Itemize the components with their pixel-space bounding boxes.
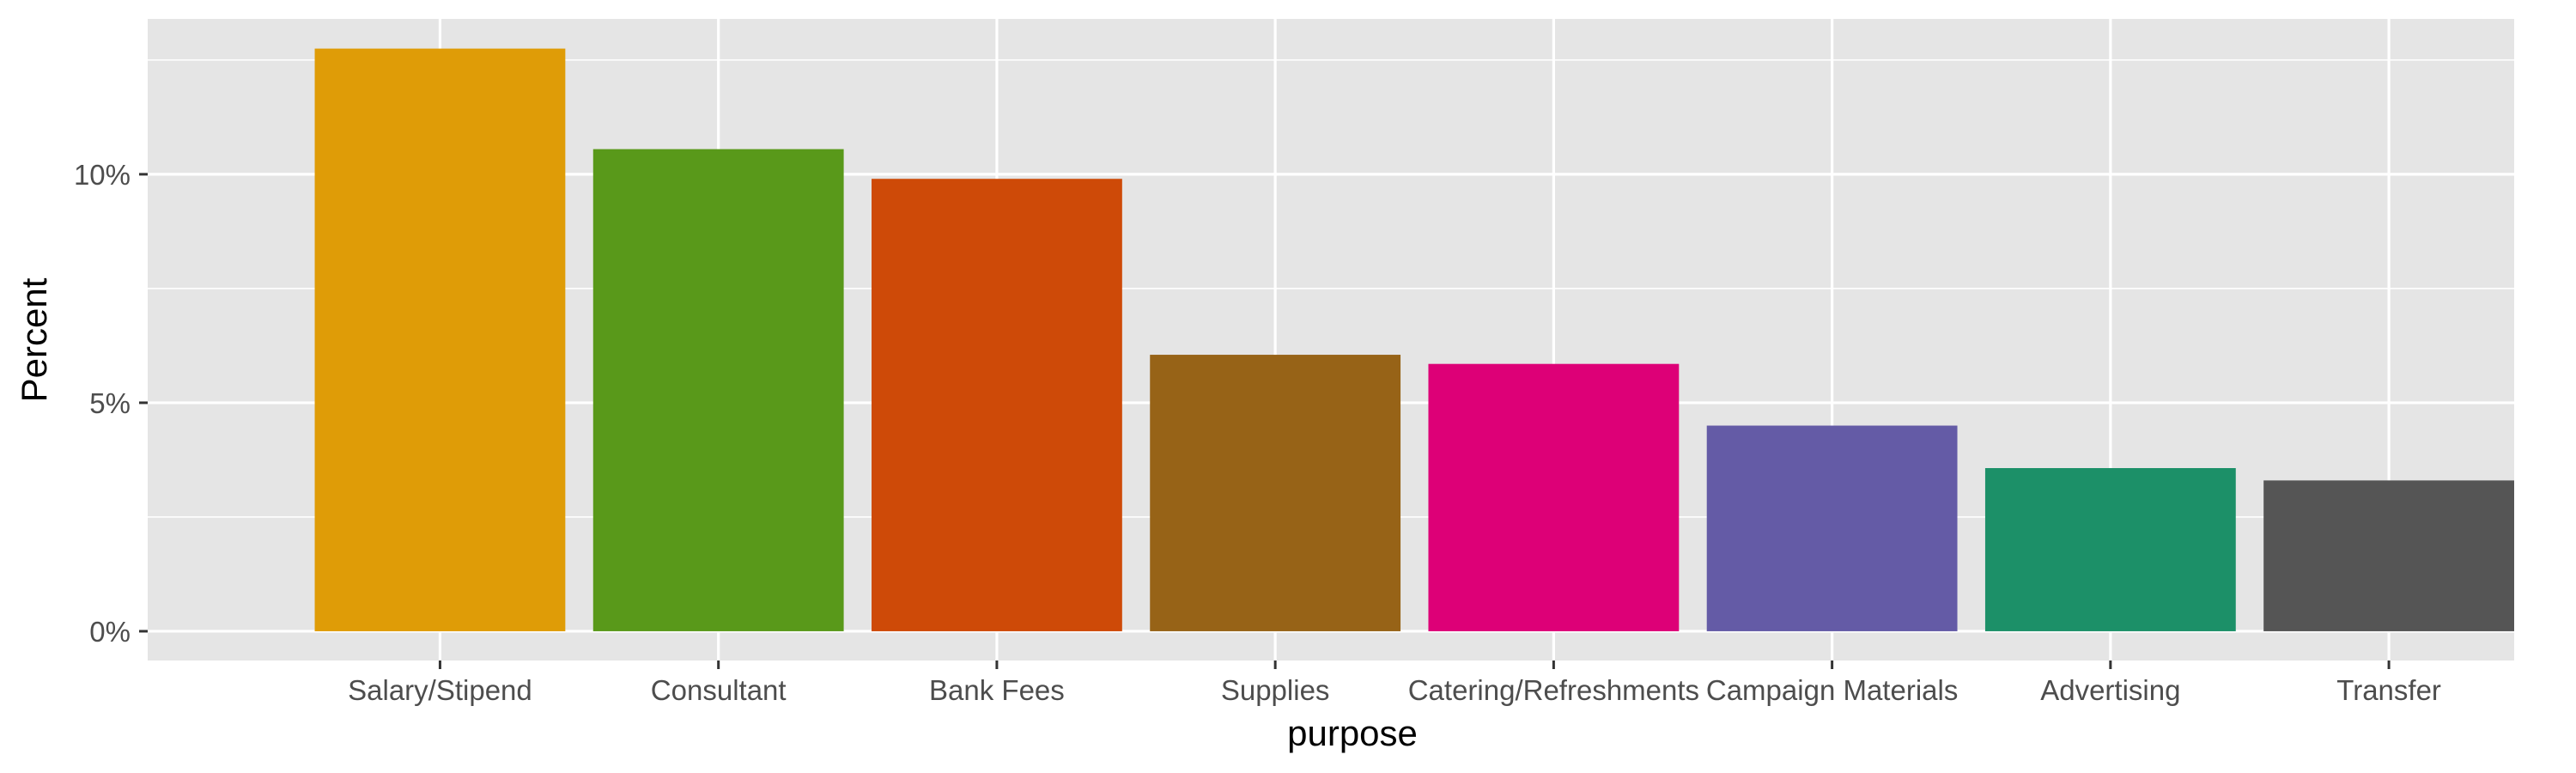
bar — [2263, 480, 2514, 631]
bar — [1984, 468, 2236, 631]
bars — [314, 48, 2514, 631]
x-axis-title: purpose — [1287, 713, 1418, 753]
y-axis: 0% 5% 10% — [74, 159, 148, 648]
x-tick-label: Consultant — [651, 674, 787, 706]
bar — [1150, 355, 1401, 631]
y-tick-label: 5% — [89, 387, 131, 419]
bar — [1428, 363, 1680, 631]
x-tick-label: Transfer — [2336, 674, 2441, 706]
y-tick-label: 0% — [89, 616, 131, 648]
x-tick-label: Bank Fees — [929, 674, 1065, 706]
x-axis: Salary/Stipend Consultant Bank Fees Supplie… — [348, 660, 2441, 706]
bar — [314, 48, 566, 631]
bar — [1706, 425, 1958, 631]
x-tick-label: Salary/Stipend — [348, 674, 532, 706]
x-tick-label: Supplies — [1221, 674, 1330, 706]
x-tick-label: Advertising — [2040, 674, 2180, 706]
y-axis-title: Percent — [14, 277, 54, 402]
x-tick-label: Campaign Materials — [1706, 674, 1958, 706]
bar — [872, 179, 1122, 631]
x-tick-label: Catering/Refreshments — [1408, 674, 1699, 706]
y-tick-label: 10% — [74, 159, 131, 191]
bar — [592, 149, 844, 631]
